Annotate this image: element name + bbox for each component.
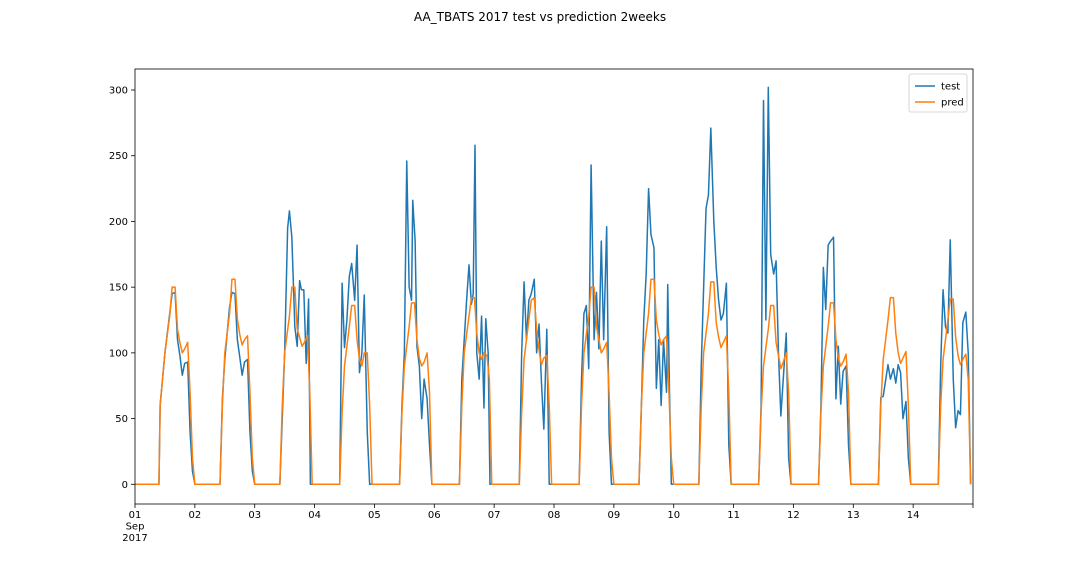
chart-title: AA_TBATS 2017 test vs prediction 2weeks — [413, 10, 667, 24]
x-tick-label: 11 — [727, 510, 740, 521]
x-tick-label: 02 — [188, 510, 201, 521]
x-tick-label: 2017 — [122, 533, 147, 544]
x-tick-label: 12 — [787, 510, 800, 521]
legend-label-pred: pred — [941, 98, 964, 109]
y-tick-label: 150 — [109, 283, 128, 294]
x-tick-label: 10 — [667, 510, 680, 521]
x-tick-label: 01 — [129, 510, 142, 521]
y-tick-label: 100 — [109, 348, 128, 359]
x-tick-label: 05 — [368, 510, 381, 521]
x-tick-label: 07 — [488, 510, 501, 521]
x-tick-label: 04 — [308, 510, 321, 521]
y-tick-label: 250 — [109, 151, 128, 162]
x-tick-label: 03 — [248, 510, 261, 521]
series-layer — [135, 86, 972, 486]
y-tick-label: 300 — [109, 86, 128, 97]
x-tick-label: 08 — [548, 510, 561, 521]
x-tick-label: Sep — [126, 522, 145, 533]
series-line-pred — [135, 278, 972, 486]
x-tick-label: 13 — [847, 510, 860, 521]
legend-label-test: test — [941, 82, 960, 93]
plot-frame — [134, 68, 974, 505]
y-tick-label: 200 — [109, 217, 128, 228]
y-tick-label: 50 — [115, 414, 128, 425]
y-axis: 0 50 100 150 200 250 300 — [109, 86, 135, 491]
y-tick-label: 0 — [122, 480, 128, 491]
series-line-test — [135, 86, 972, 486]
x-tick-label: 09 — [607, 510, 620, 521]
x-tick-label: 14 — [907, 510, 920, 521]
legend: test pred — [908, 73, 968, 113]
x-tick-label: 06 — [428, 510, 441, 521]
